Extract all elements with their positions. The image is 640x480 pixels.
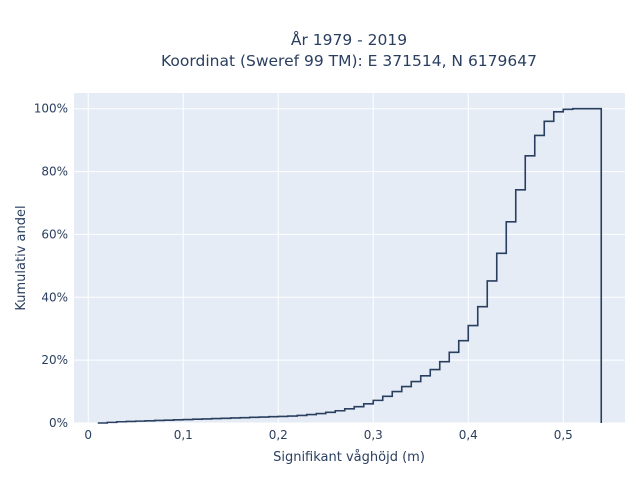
y-tick-label: 60%	[41, 227, 68, 241]
y-gridlines	[74, 108, 625, 424]
x-tick-label: 0,3	[364, 428, 383, 442]
plot-area	[74, 93, 625, 423]
chart-title-line-1: År 1979 - 2019	[291, 30, 407, 49]
cdf-step-line	[97, 107, 603, 424]
series-layer	[97, 107, 603, 424]
x-tick-label: 0,4	[459, 428, 478, 442]
y-tick-label: 40%	[41, 290, 68, 304]
y-tick-label: 100%	[34, 102, 68, 116]
y-tick-labels: 0% 20% 40% 60% 80% 100%	[34, 102, 68, 430]
y-tick-label: 20%	[41, 353, 68, 367]
chart-title-line-2: Koordinat (Sweref 99 TM): E 371514, N 61…	[161, 52, 537, 70]
y-tick-label: 80%	[41, 165, 68, 179]
x-tick-label: 0	[84, 428, 92, 442]
x-axis-title: Signifikant våghöjd (m)	[273, 450, 425, 465]
y-axis-title: Kumulativ andel	[14, 205, 29, 310]
x-tick-label: 0,2	[269, 428, 288, 442]
x-tick-label: 0,1	[174, 428, 193, 442]
x-gridlines	[87, 93, 564, 423]
x-tick-labels: 0 0,1 0,2 0,3 0,4 0,5	[84, 428, 572, 442]
x-tick-label: 0,5	[554, 428, 573, 442]
y-tick-label: 0%	[49, 416, 68, 430]
